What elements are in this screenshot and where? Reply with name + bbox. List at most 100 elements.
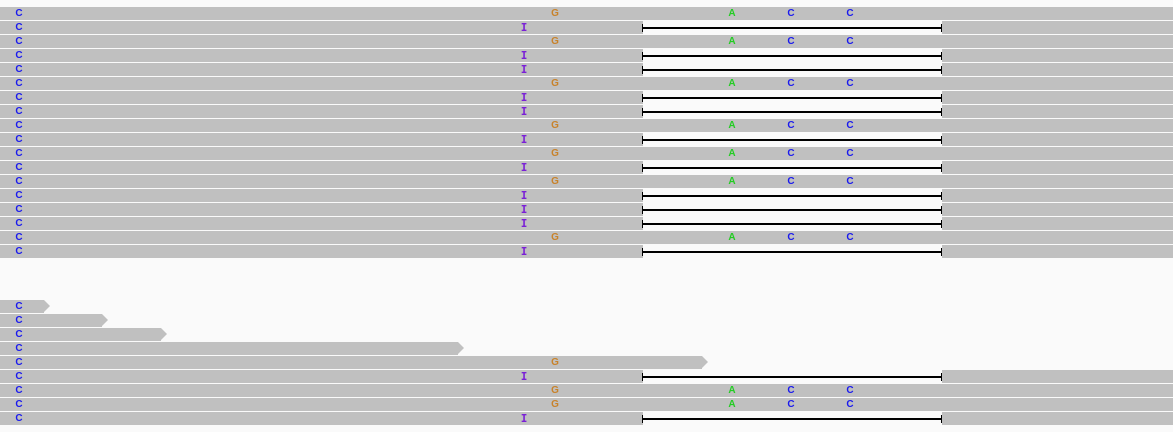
mismatch-base-a: A (728, 36, 736, 47)
deletion-start-tick (642, 66, 643, 74)
mismatch-base-c: C (15, 218, 23, 229)
read-segment (0, 342, 458, 355)
mismatch-base-c: C (15, 343, 23, 354)
deletion-start-tick (642, 415, 643, 423)
read-segment (942, 245, 1173, 258)
read-segment (0, 21, 643, 34)
deletion-line (643, 376, 941, 378)
mismatch-base-c: C (787, 232, 795, 243)
deletion-line (643, 69, 941, 71)
mismatch-base-c: C (15, 246, 23, 257)
insertion-marker: I (520, 412, 528, 425)
read-segment (0, 119, 1173, 132)
insertion-marker: I (520, 91, 528, 104)
deletion-line (643, 97, 941, 99)
mismatch-base-a: A (728, 148, 736, 159)
mismatch-base-g: G (551, 120, 559, 131)
mismatch-base-g: G (551, 399, 559, 410)
deletion-start-tick (642, 52, 643, 60)
mismatch-base-c: C (15, 329, 23, 340)
mismatch-base-c: C (15, 92, 23, 103)
mismatch-base-c: C (787, 176, 795, 187)
mismatch-base-c: C (15, 315, 23, 326)
mismatch-base-c: C (15, 50, 23, 61)
read-segment (942, 370, 1173, 383)
mismatch-base-c: C (15, 148, 23, 159)
read-segment (0, 231, 1173, 244)
insertion-marker: I (520, 21, 528, 34)
read-row: C (0, 342, 1173, 355)
read-segment (0, 133, 643, 146)
deletion-end-tick (941, 136, 942, 144)
mismatch-base-c: C (846, 385, 854, 396)
read-direction-arrow (44, 300, 50, 312)
deletion-end-tick (941, 24, 942, 32)
read-direction-arrow (458, 342, 464, 354)
read-segment (942, 91, 1173, 104)
mismatch-base-c: C (15, 120, 23, 131)
deletion-end-tick (941, 52, 942, 60)
mismatch-base-c: C (15, 106, 23, 117)
insertion-marker: I (520, 49, 528, 62)
deletion-end-tick (941, 248, 942, 256)
deletion-line (643, 111, 941, 113)
mismatch-base-c: C (15, 399, 23, 410)
mismatch-base-c: C (787, 36, 795, 47)
read-segment (0, 203, 643, 216)
deletion-start-tick (642, 24, 643, 32)
mismatch-base-c: C (846, 176, 854, 187)
mismatch-base-c: C (787, 8, 795, 19)
mismatch-base-a: A (728, 176, 736, 187)
deletion-start-tick (642, 248, 643, 256)
insertion-marker: I (520, 217, 528, 230)
mismatch-base-a: A (728, 385, 736, 396)
read-segment (0, 398, 1173, 411)
read-segment (0, 63, 643, 76)
mismatch-base-c: C (15, 162, 23, 173)
mismatch-base-c: C (787, 385, 795, 396)
mismatch-base-c: C (15, 176, 23, 187)
read-row: C (0, 314, 1173, 327)
read-segment (942, 133, 1173, 146)
read-segment (0, 35, 1173, 48)
mismatch-base-c: C (15, 232, 23, 243)
deletion-line (643, 195, 941, 197)
read-segment (942, 412, 1173, 425)
read-segment (942, 105, 1173, 118)
insertion-marker: I (520, 245, 528, 258)
deletion-end-tick (941, 192, 942, 200)
mismatch-base-c: C (846, 399, 854, 410)
deletion-line (643, 167, 941, 169)
mismatch-base-c: C (15, 385, 23, 396)
mismatch-base-c: C (846, 8, 854, 19)
read-segment (942, 189, 1173, 202)
read-segment (0, 175, 1173, 188)
mismatch-base-c: C (15, 413, 23, 424)
read-segment (0, 91, 643, 104)
read-segment (0, 314, 102, 327)
deletion-start-tick (642, 108, 643, 116)
mismatch-base-g: G (551, 385, 559, 396)
read-segment (942, 49, 1173, 62)
deletion-end-tick (941, 373, 942, 381)
mismatch-base-g: G (551, 176, 559, 187)
mismatch-base-a: A (728, 232, 736, 243)
read-segment (942, 21, 1173, 34)
deletion-start-tick (642, 192, 643, 200)
insertion-marker: I (520, 161, 528, 174)
deletion-start-tick (642, 136, 643, 144)
read-segment (0, 300, 44, 313)
read-segment (0, 384, 1173, 397)
read-direction-arrow (702, 356, 708, 368)
